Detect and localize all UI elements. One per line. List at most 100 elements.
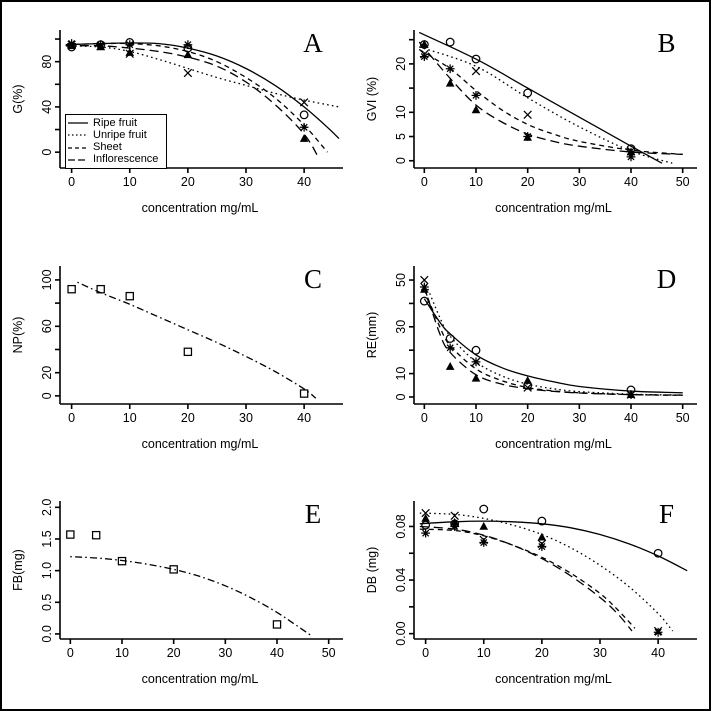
- tick-labels: 0 10 20 30 40 0 40 80: [40, 55, 311, 189]
- panel-e-x-axis-title: concentration mg/mL: [141, 672, 259, 687]
- panel-f-x-axis-title: concentration mg/mL: [495, 672, 612, 687]
- x-tick-label: 0: [420, 175, 427, 189]
- x-tick-label: 10: [123, 175, 137, 189]
- panel-a-x-axis-title: concentration mg/mL: [141, 201, 259, 215]
- series-unripe-fruit: [419, 509, 673, 636]
- data-point-marker-x: [522, 110, 532, 119]
- data-point-marker-square: [183, 347, 193, 356]
- chart-e-canvas: 0 10 20 30 40 50 0.0 0.5 1.0 1.5 2.0: [40, 499, 343, 660]
- panel-f-y-axis-title: DB (mg): [364, 547, 379, 594]
- data-point-marker-asterisk: [653, 628, 663, 638]
- axes: [55, 265, 343, 409]
- data-point-marker-triangle: [471, 105, 480, 114]
- y-tick-label: 5: [394, 133, 408, 140]
- series-main: [66, 530, 311, 637]
- legend-item-label: Unripe fruit: [93, 128, 147, 141]
- y-tick-label: 0: [40, 149, 54, 156]
- legend-item-sheet: Sheet: [68, 142, 163, 153]
- data-point-marker-triangle: [419, 39, 429, 48]
- legend-item-label: Inflorescence: [93, 153, 159, 166]
- y-tick-label: 100: [40, 269, 54, 290]
- y-tick-label: 30: [394, 319, 408, 333]
- data-point-marker-triangle: [626, 147, 635, 156]
- fitted-curve: [65, 45, 320, 159]
- fitted-curve: [419, 526, 632, 632]
- x-tick-label: 30: [239, 175, 253, 189]
- data-point-marker-square: [299, 388, 309, 398]
- series-unripe-fruit: [419, 275, 683, 399]
- y-tick-label: 20: [394, 57, 408, 71]
- axes: [408, 265, 697, 409]
- fitted-curve: [419, 520, 687, 572]
- axes: [408, 501, 697, 645]
- data-point-marker-asterisk: [419, 52, 429, 62]
- x-tick-label: 20: [181, 411, 195, 425]
- data-point-marker-circle: [653, 549, 663, 559]
- data-point-marker-asterisk: [478, 538, 488, 548]
- x-tick-label: 40: [624, 411, 638, 425]
- legend-item-inflorescence: Inflorescence: [68, 154, 163, 165]
- x-tick-label: 30: [593, 646, 607, 660]
- legend-item-label: Ripe fruit: [93, 116, 138, 129]
- panel-c-letter: C: [303, 263, 322, 294]
- x-tick-label: 50: [675, 175, 689, 189]
- panel-b: 0 10 20 30 40 50 0 5 10 20 B GVI (%) concentratio…: [356, 2, 710, 238]
- data-point-marker-x: [299, 98, 309, 107]
- x-tick-label: 0: [67, 646, 74, 660]
- data-point-marker-circle: [445, 37, 455, 47]
- series-ripe-fruit: [418, 31, 662, 164]
- panel-b-letter: B: [657, 28, 676, 58]
- y-tick-label: 1.5: [40, 531, 54, 548]
- legend-item-unripe-fruit: Unripe fruit: [68, 128, 163, 141]
- tick-labels: 0 10 20 30 40 50 0.0 0.5 1.0 1.5 2.0: [40, 499, 336, 660]
- data-point-marker-square: [125, 291, 134, 301]
- x-tick-label: 0: [68, 175, 75, 189]
- x-tick-label: 30: [572, 411, 586, 425]
- y-tick-label: 0: [394, 157, 408, 164]
- data-point-marker-triangle: [445, 78, 454, 87]
- x-tick-label: 10: [469, 175, 483, 189]
- data-point-marker-asterisk: [536, 542, 546, 552]
- data-point-marker-square: [117, 557, 127, 566]
- data-point-marker-x: [522, 383, 532, 392]
- legend-line-sample: [68, 159, 88, 161]
- legend-line-sample: [68, 146, 88, 149]
- y-tick-label: 0.0: [40, 625, 54, 642]
- fitted-curve: [419, 512, 673, 632]
- panel-f-letter: F: [658, 499, 675, 530]
- chart-c-canvas: 0 10 20 30 40 0 20 60 100: [40, 265, 343, 425]
- panel-a-y-axis-title: G(%): [11, 84, 25, 114]
- axes: [408, 30, 697, 173]
- fitted-curve: [418, 48, 683, 156]
- x-tick-label: 20: [520, 411, 534, 425]
- data-point-marker-triangle: [67, 41, 76, 50]
- x-tick-label: 30: [218, 646, 232, 660]
- data-point-marker-square: [272, 620, 282, 629]
- data-point-marker-asterisk: [471, 90, 480, 100]
- x-tick-label: 20: [534, 646, 548, 660]
- series-main: [67, 281, 317, 399]
- data-point-marker-circle: [536, 517, 546, 526]
- legend-line-sample: [68, 122, 88, 124]
- panel-a-letter: A: [303, 28, 323, 58]
- data-point-marker-circle: [471, 345, 480, 355]
- data-point-marker-asterisk: [471, 357, 480, 366]
- data-point-marker-circle: [419, 296, 429, 306]
- data-point-marker-triangle: [537, 532, 546, 541]
- y-tick-label: 1.0: [40, 562, 54, 579]
- x-tick-label: 10: [123, 411, 137, 425]
- chart-b-canvas: 0 10 20 30 40 50 0 5 10 20: [394, 30, 697, 189]
- data-point-marker-circle: [299, 110, 309, 120]
- panel-e: 0 10 20 30 40 50 0.0 0.5 1.0 1.5 2.0 E FB(mg) conc…: [2, 473, 356, 709]
- chart-d-canvas: 0 10 20 30 40 50 0 10 30 50: [394, 265, 697, 425]
- data-point-marker-triangle: [183, 50, 193, 59]
- data-point-marker-x: [420, 509, 430, 518]
- data-point-marker-triangle: [478, 522, 488, 531]
- panel-e-y-axis-title: FB(mg): [11, 549, 25, 592]
- fitted-curve: [70, 556, 311, 637]
- y-tick-label: 0: [40, 392, 54, 399]
- data-point-marker-x: [419, 275, 429, 284]
- x-tick-label: 20: [167, 646, 181, 660]
- x-tick-label: 30: [239, 411, 253, 425]
- panel-d-x-axis-title: concentration mg/mL: [495, 436, 612, 451]
